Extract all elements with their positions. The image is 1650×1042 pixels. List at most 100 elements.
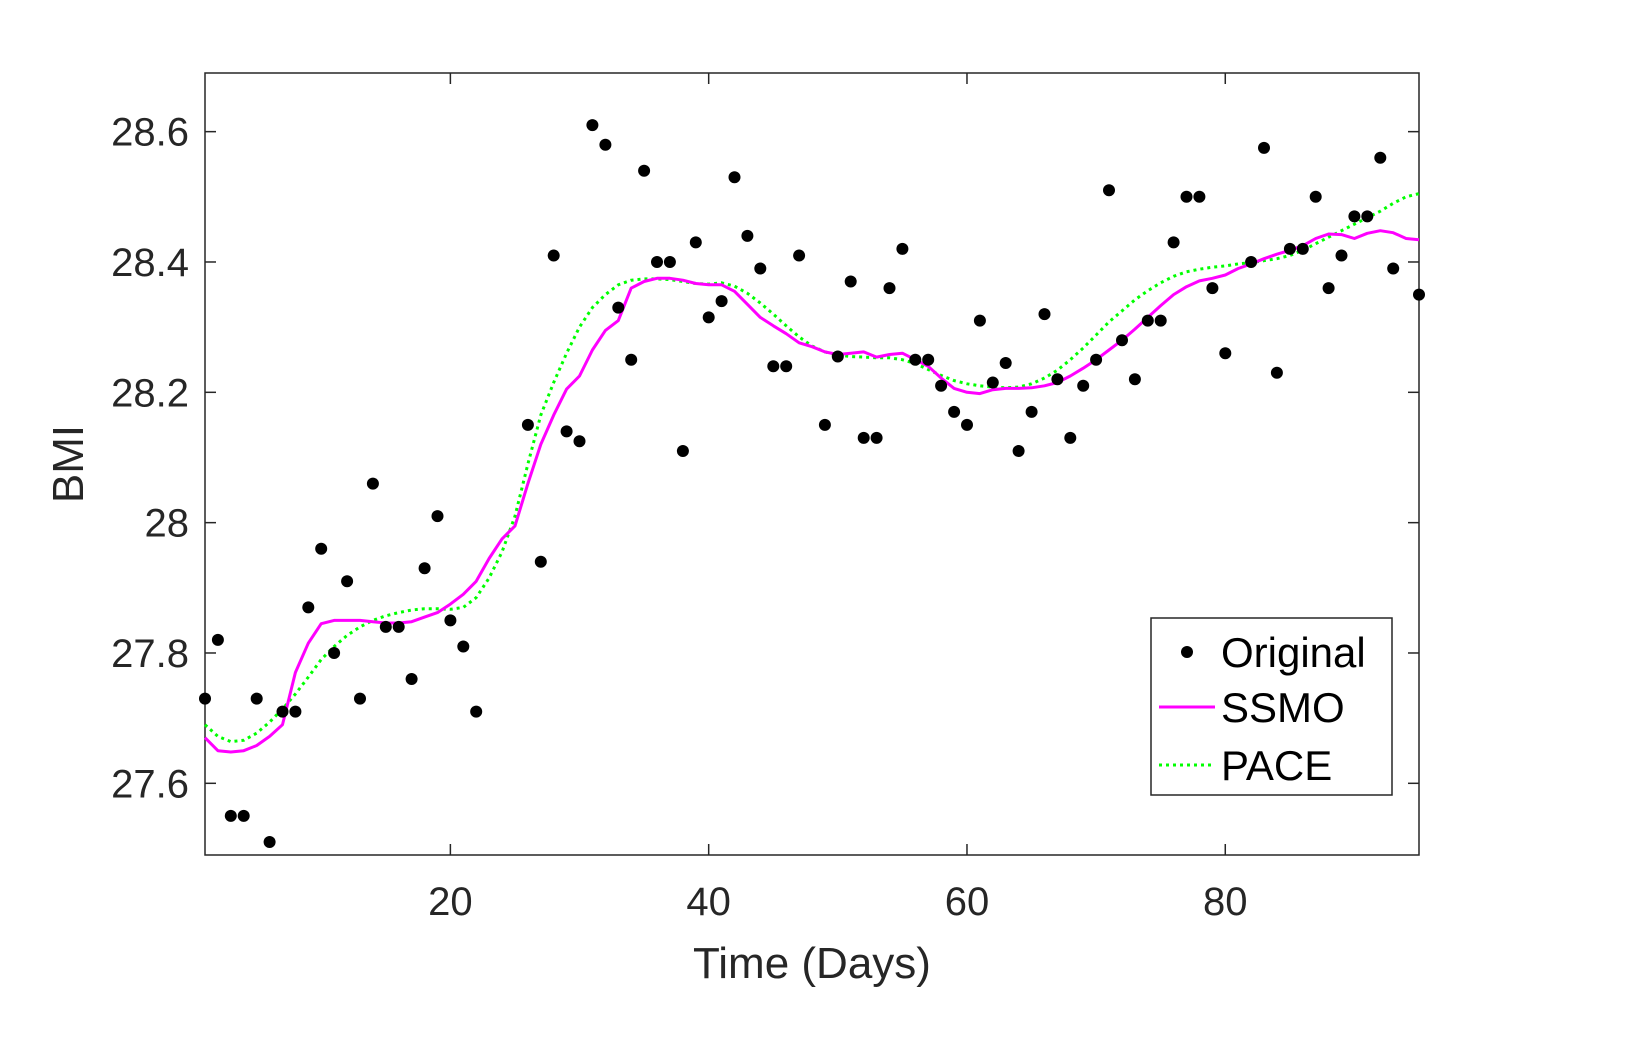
y-tick-label: 28.6 bbox=[111, 111, 189, 155]
original-point bbox=[263, 836, 276, 848]
original-point bbox=[1361, 210, 1374, 223]
original-point bbox=[418, 562, 431, 575]
legend-label-original: Original bbox=[1221, 629, 1366, 676]
original-point bbox=[857, 431, 870, 444]
original-point bbox=[302, 601, 315, 614]
original-point bbox=[1051, 373, 1064, 386]
original-point bbox=[676, 445, 689, 457]
original-point bbox=[328, 647, 341, 659]
original-point bbox=[405, 673, 418, 685]
original-point bbox=[728, 171, 741, 184]
original-point bbox=[354, 692, 366, 705]
original-point bbox=[1296, 242, 1309, 255]
original-point bbox=[818, 418, 831, 431]
y-axis-label: BMI bbox=[44, 425, 93, 503]
original-point bbox=[831, 350, 844, 363]
original-point bbox=[1038, 308, 1051, 321]
original-point bbox=[1387, 262, 1400, 275]
original-point bbox=[1090, 353, 1103, 366]
original-point bbox=[1245, 256, 1258, 268]
original-point bbox=[1141, 314, 1154, 327]
original-point bbox=[534, 555, 547, 568]
y-tick-label: 27.6 bbox=[111, 762, 189, 806]
original-point bbox=[211, 633, 224, 646]
y-tick-label: 27.8 bbox=[111, 632, 189, 676]
legend: Original SSMO PACE bbox=[1150, 617, 1393, 796]
original-point bbox=[961, 418, 973, 431]
original-point bbox=[793, 249, 806, 262]
original-point bbox=[470, 705, 483, 718]
legend-marker-original bbox=[1181, 646, 1193, 658]
original-point bbox=[379, 620, 392, 633]
y-tick-label: 28 bbox=[145, 502, 190, 546]
original-point bbox=[1064, 431, 1077, 444]
original-point bbox=[1116, 334, 1128, 347]
original-point bbox=[224, 809, 237, 822]
original-point bbox=[1348, 210, 1361, 223]
original-point bbox=[702, 311, 715, 324]
x-tick-label: 80 bbox=[1203, 880, 1248, 924]
original-point bbox=[457, 640, 470, 653]
original-point bbox=[1309, 190, 1322, 203]
original-point bbox=[715, 295, 728, 308]
original-point bbox=[1206, 282, 1219, 295]
original-point bbox=[1283, 242, 1296, 255]
original-point bbox=[1154, 314, 1167, 327]
original-point bbox=[586, 119, 599, 132]
original-point bbox=[560, 425, 573, 438]
y-tick-label: 28.2 bbox=[111, 371, 189, 415]
original-point bbox=[341, 575, 354, 588]
original-point bbox=[573, 435, 586, 448]
original-point bbox=[1167, 236, 1180, 249]
original-point bbox=[1219, 347, 1232, 360]
original-point bbox=[1413, 288, 1425, 301]
original-point bbox=[1322, 282, 1335, 295]
original-point bbox=[1025, 405, 1038, 418]
original-point bbox=[1128, 373, 1141, 386]
original-point bbox=[948, 405, 961, 418]
original-point bbox=[1270, 366, 1283, 379]
original-point bbox=[922, 353, 935, 366]
original-point bbox=[1077, 379, 1090, 392]
original-point bbox=[625, 353, 638, 366]
original-point bbox=[1193, 190, 1206, 203]
original-point bbox=[870, 431, 883, 444]
original-point bbox=[986, 376, 999, 389]
original-point bbox=[638, 164, 651, 177]
original-point bbox=[366, 477, 379, 490]
plot-area bbox=[199, 72, 1425, 856]
original-point bbox=[909, 353, 922, 366]
original-point bbox=[651, 256, 663, 268]
tick-labels: 20 40 60 80 27.6 27.8 28 28.2 28.4 28.6 bbox=[111, 111, 1247, 924]
original-point bbox=[754, 262, 767, 275]
x-tick-label: 60 bbox=[945, 880, 990, 924]
original-point bbox=[237, 809, 250, 822]
original-point bbox=[1374, 151, 1387, 164]
original-point bbox=[896, 242, 909, 255]
original-point bbox=[199, 692, 211, 705]
legend-label-ssmo: SSMO bbox=[1221, 684, 1345, 731]
original-point bbox=[973, 314, 986, 327]
axes-box bbox=[204, 72, 1420, 856]
original-point bbox=[1335, 249, 1348, 262]
original-point bbox=[521, 418, 534, 431]
ssmo-line bbox=[203, 229, 1420, 754]
legend-label-pace: PACE bbox=[1221, 742, 1332, 789]
x-axis-label: Time (Days) bbox=[693, 939, 931, 988]
original-point bbox=[547, 249, 560, 262]
y-tick-label: 28.4 bbox=[111, 241, 189, 285]
original-point bbox=[663, 256, 676, 268]
original-point bbox=[276, 705, 289, 718]
tick-marks bbox=[205, 73, 1419, 855]
original-point bbox=[392, 620, 405, 633]
original-point bbox=[1258, 141, 1270, 154]
original-point bbox=[289, 705, 302, 718]
original-point bbox=[883, 282, 896, 295]
original-point bbox=[999, 357, 1012, 369]
original-point bbox=[741, 229, 754, 242]
x-tick-label: 20 bbox=[428, 880, 473, 924]
original-point bbox=[315, 542, 328, 555]
original-point bbox=[1012, 445, 1025, 457]
